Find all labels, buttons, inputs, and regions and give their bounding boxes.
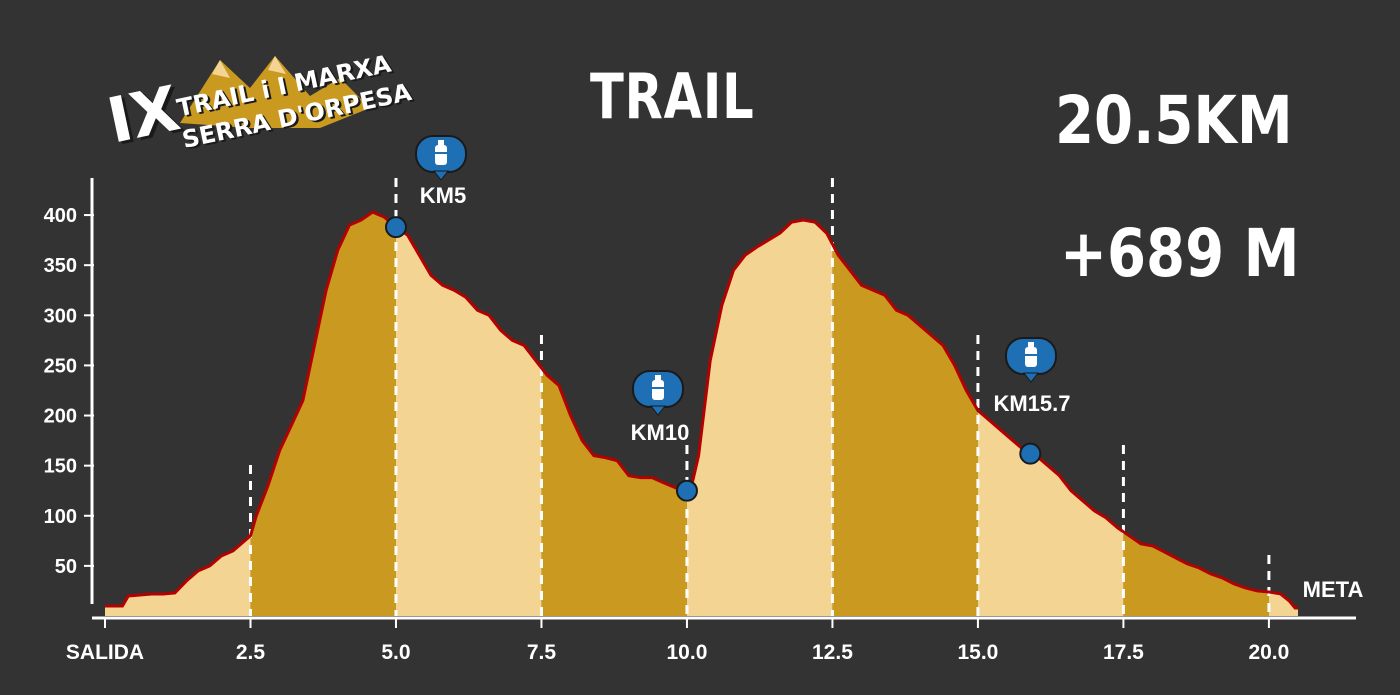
profile-segment-9: [1268, 591, 1298, 616]
y-tick-label: 100: [44, 506, 77, 528]
x-tick-label: 17.5: [1103, 641, 1144, 664]
profile-segment-1: [105, 535, 251, 616]
x-tick-label: SALIDA: [66, 641, 144, 664]
x-tick-label: 20.0: [1248, 641, 1289, 664]
y-tick-label: 200: [44, 406, 77, 428]
profile-segment-5: [686, 220, 833, 616]
y-tick-label: 150: [44, 456, 77, 478]
checkpoint-km15-7: KM15.7: [993, 337, 1071, 465]
distance-stat: 20.5KM: [1055, 82, 1293, 159]
x-tick-label: 10.0: [667, 641, 708, 664]
profile-line: [105, 210, 1298, 610]
logo-roman-numeral: IX: [101, 71, 186, 158]
profile-segment-4: [541, 367, 687, 616]
water-bottle-icon: [632, 370, 684, 416]
x-axis-ticks: SALIDA 2.5 5.0 7.5 10.0 12.5 15.0 17.5 20.0: [66, 618, 1289, 664]
x-tick-label: 5.0: [381, 641, 410, 664]
profile-segment-6: [832, 244, 978, 616]
checkpoint-km5: KM5: [384, 135, 467, 239]
checkpoint-km10: KM10: [631, 370, 698, 502]
mountain-logo-icon: [180, 56, 370, 128]
y-tick-label: 400: [44, 205, 77, 227]
profile-segment-8: [1123, 531, 1269, 616]
x-tick-label: 7.5: [527, 641, 557, 664]
checkpoint-label: KM10: [631, 420, 690, 445]
x-tick-label: 15.0: [957, 641, 998, 664]
water-bottle-icon: [415, 135, 467, 181]
checkpoint-marker: [384, 216, 407, 239]
profile-segment-3: [395, 227, 542, 617]
checkpoint-marker: [1019, 442, 1042, 465]
y-tick-label: 50: [55, 556, 77, 578]
profile-segment-2: [250, 212, 396, 616]
page-title: TRAIL: [590, 60, 755, 133]
water-bottle-icon: [1005, 337, 1057, 383]
y-tick-label: 300: [44, 305, 77, 327]
y-tick-label: 250: [44, 355, 77, 377]
y-tick-label: 350: [44, 255, 77, 277]
elevation-gain-stat: +689 M: [1060, 215, 1300, 292]
x-tick-label: 2.5: [236, 641, 266, 664]
profile-fill-group: [105, 212, 1298, 617]
profile-segment-7: [977, 410, 1124, 616]
axes: [90, 178, 1356, 620]
checkpoint-label: KM5: [420, 183, 466, 208]
event-logo: IX TRAIL i I MARXA SERRA D'ORPESA: [100, 48, 414, 168]
y-axis-ticks: 50 100 150 200 250 300 350 400: [44, 205, 94, 578]
checkpoint-marker: [675, 479, 698, 502]
checkpoints: KM5 KM10 KM15.7: [384, 135, 1071, 502]
x-tick-label: 12.5: [812, 641, 853, 664]
checkpoint-label: KM15.7: [993, 391, 1070, 416]
finish-label: META: [1303, 577, 1364, 602]
